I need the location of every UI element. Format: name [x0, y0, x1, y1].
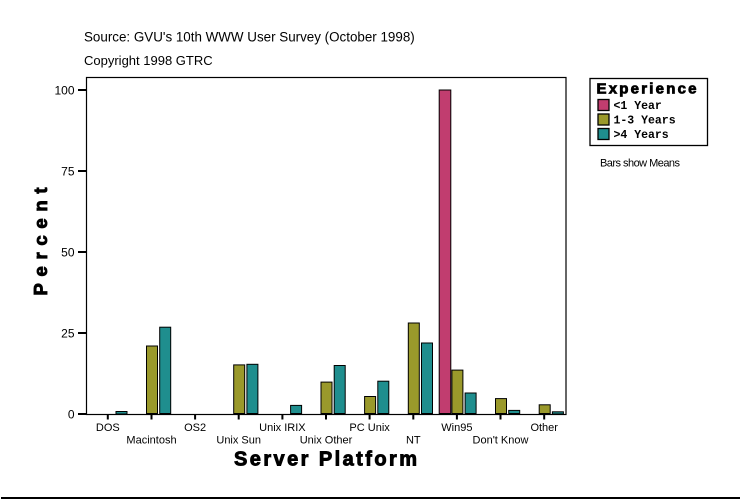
svg-text:75: 75 — [61, 165, 75, 179]
svg-text:Don't Know: Don't Know — [473, 435, 529, 447]
svg-text:DOS: DOS — [96, 422, 120, 434]
svg-text:NT: NT — [406, 435, 421, 447]
svg-text:Win95: Win95 — [441, 422, 472, 434]
svg-text:PC Unix: PC Unix — [349, 422, 390, 434]
svg-text:0: 0 — [68, 408, 75, 422]
svg-text:Percent: Percent — [30, 183, 51, 296]
svg-text:Other: Other — [530, 422, 558, 434]
svg-text:Bars show Means: Bars show Means — [600, 158, 681, 170]
svg-text:50: 50 — [61, 246, 75, 260]
svg-text:25: 25 — [61, 327, 75, 341]
svg-text:Copyright 1998 GTRC: Copyright 1998 GTRC — [84, 53, 213, 68]
svg-text:1-3 Years: 1-3 Years — [614, 115, 676, 128]
svg-text:Macintosh: Macintosh — [126, 435, 176, 447]
svg-text:Source: GVU's 10th WWW User Su: Source: GVU's 10th WWW User Survey (Octo… — [84, 30, 415, 45]
svg-text:Unix Other: Unix Other — [300, 435, 353, 447]
svg-text:Unix Sun: Unix Sun — [216, 435, 261, 447]
svg-text:Unix IRIX: Unix IRIX — [259, 422, 306, 434]
svg-text:Experience: Experience — [597, 81, 699, 98]
svg-text:OS2: OS2 — [184, 422, 206, 434]
svg-text:>4 Years: >4 Years — [614, 129, 669, 142]
svg-text:<1 Year: <1 Year — [614, 100, 662, 113]
svg-text:100: 100 — [54, 84, 74, 98]
svg-text:Server Platform: Server Platform — [234, 449, 419, 471]
